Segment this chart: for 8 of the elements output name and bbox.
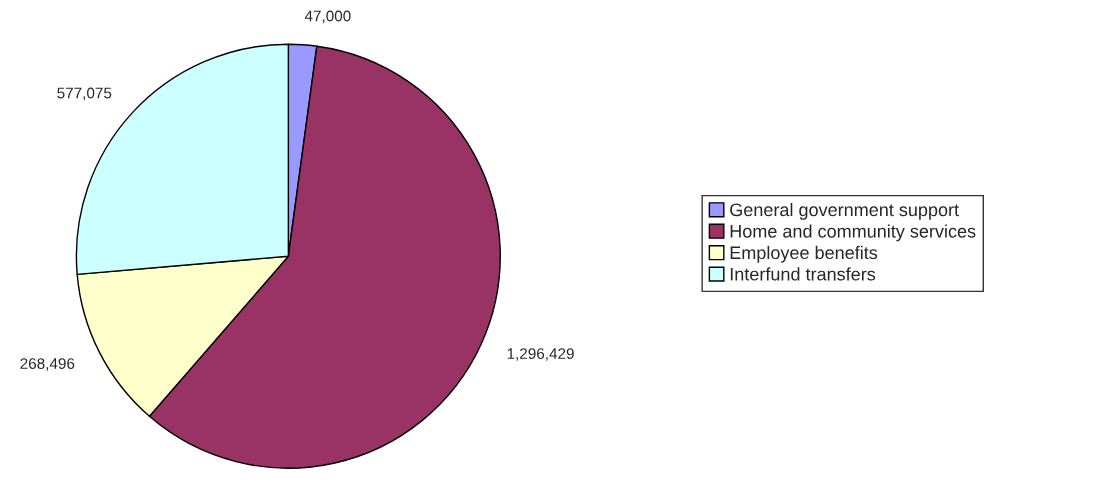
legend-label: Home and community services <box>730 224 976 242</box>
data-label: 268,496 <box>20 358 75 371</box>
data-label: 1,296,429 <box>507 348 574 361</box>
data-label: 577,075 <box>57 87 112 101</box>
legend-label: Employee benefits <box>730 245 878 263</box>
legend-label: General government support <box>730 202 959 220</box>
data-label: 47,000 <box>304 10 351 24</box>
legend-label: Interfund transfers <box>730 267 876 281</box>
